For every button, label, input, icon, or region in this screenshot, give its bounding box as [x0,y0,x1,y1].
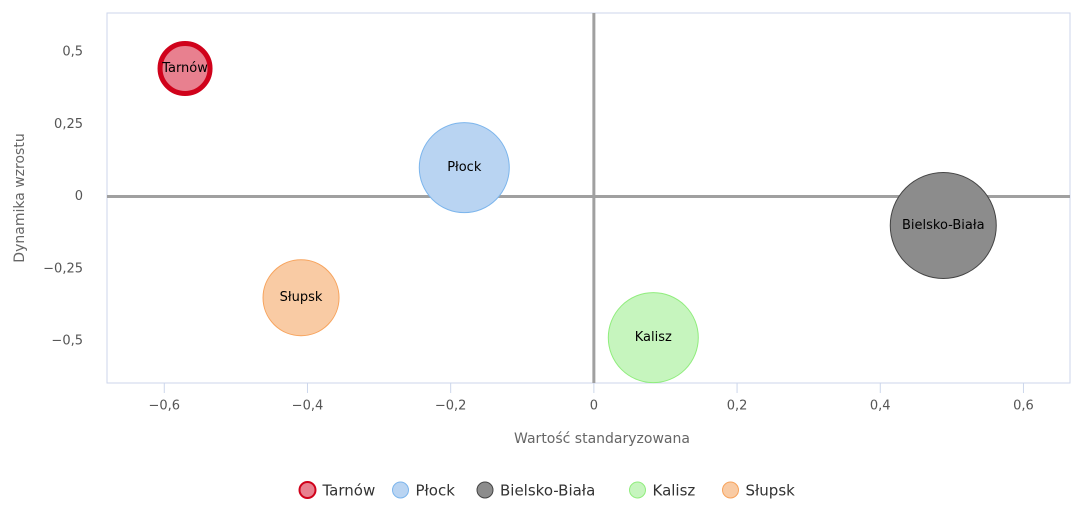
data-label: Tarnów [161,61,208,76]
legend-symbol [722,481,739,499]
bubble [607,292,699,384]
x-axis-title: Wartość standaryzowana [514,431,690,447]
x-tick-label: −0,2 [435,399,467,414]
legend-symbol [392,481,409,499]
x-tick-label: −0,6 [148,399,180,414]
legend-label: Słupsk [746,482,796,500]
x-tick-label: 0,4 [870,399,891,414]
bubble [157,41,213,96]
data-label: Płock [447,160,482,175]
legend-symbol [298,481,317,499]
y-axis-title: Dynamika wzrostu [12,133,28,262]
data-label: Słupsk [280,290,323,305]
x-tick-label: −0,4 [292,399,324,414]
y-tick-label: 0,25 [54,117,83,132]
x-tick-label: 0 [590,399,598,414]
x-tick-label: 0,6 [1013,399,1034,414]
legend-label: Kalisz [653,482,696,500]
legend-label: Płock [416,482,456,500]
y-tick-label: 0,5 [62,45,83,60]
y-tick-label: −0,5 [51,334,83,349]
legend-label: Bielsko-Biała [500,482,595,500]
y-tick-label: 0 [75,189,83,204]
legend-symbol [629,481,646,499]
bubble [262,259,340,337]
x-tick-label: 0,2 [727,399,748,414]
legend-symbol [476,481,494,499]
bubble [418,122,510,214]
data-label: Kalisz [635,330,672,345]
legend-label: Tarnów [322,482,376,500]
y-tick-label: −0,25 [43,261,83,276]
data-label: Bielsko-Biała [902,218,985,233]
bubble [889,171,997,279]
